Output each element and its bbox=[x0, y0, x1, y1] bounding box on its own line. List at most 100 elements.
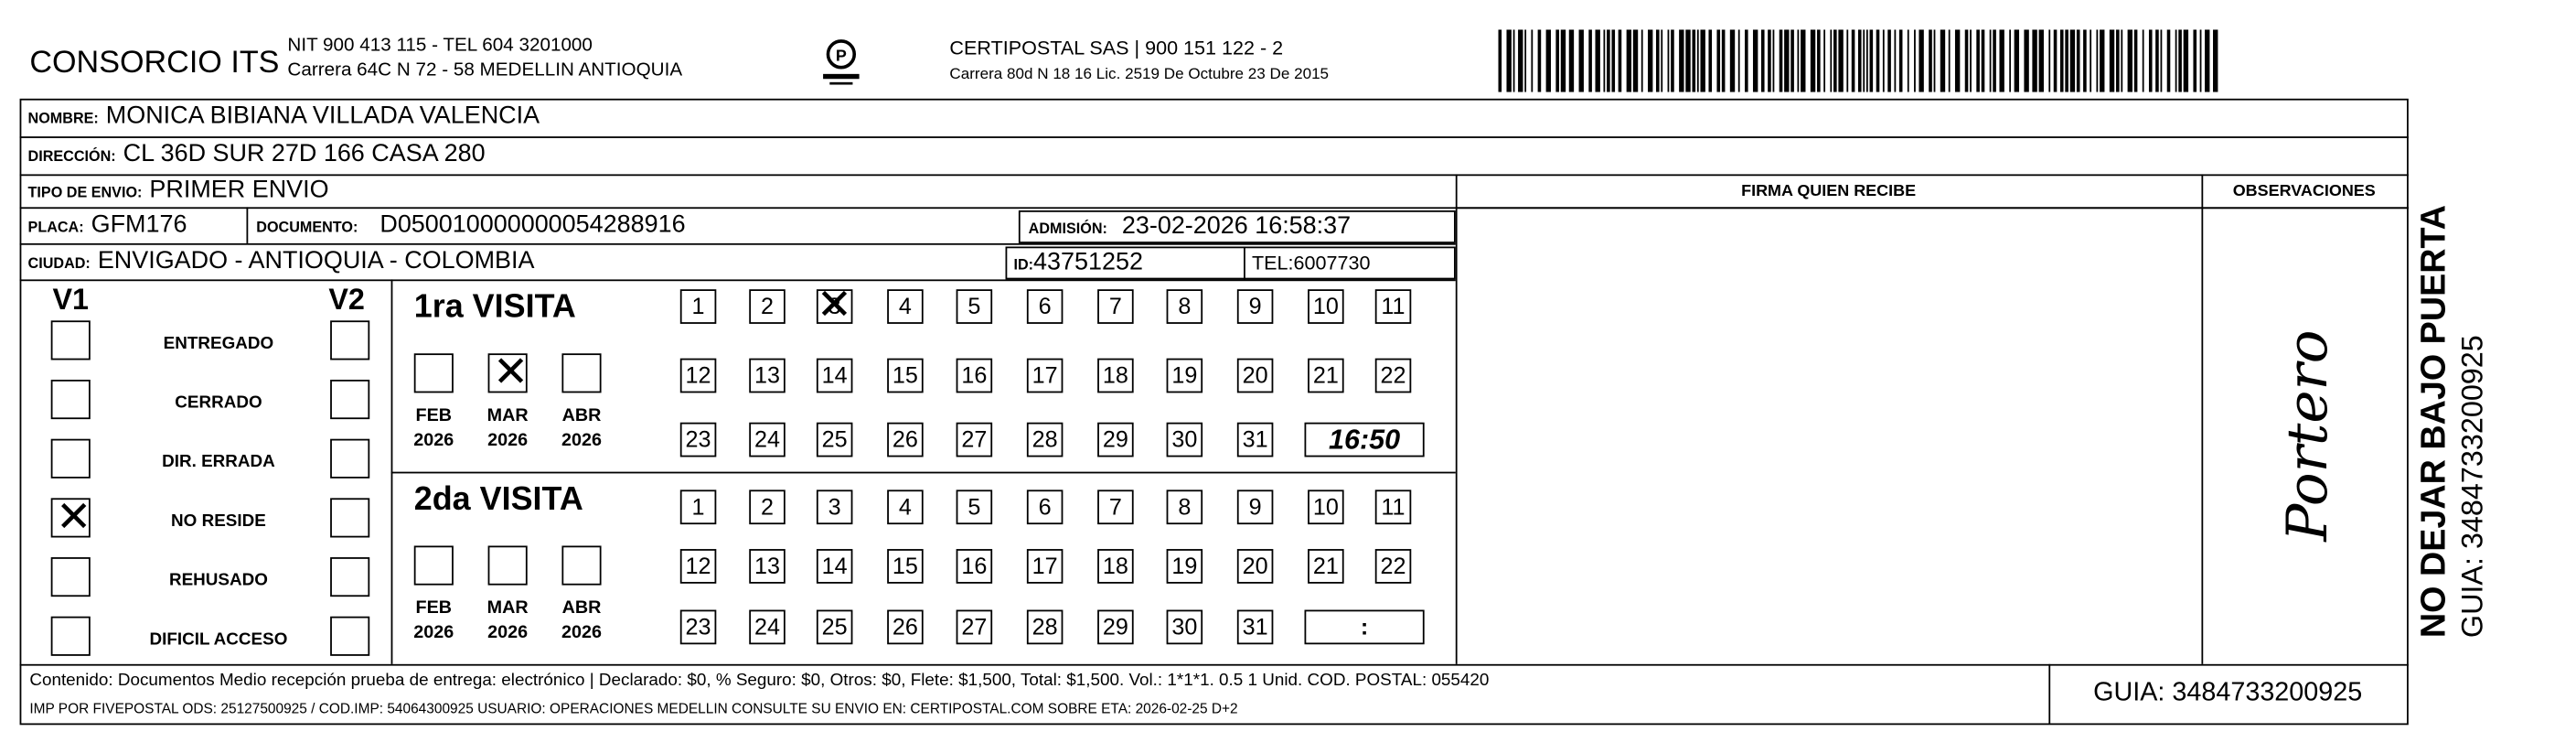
day-box[interactable]: 9 bbox=[1236, 289, 1274, 324]
day-box[interactable]: 21 bbox=[1308, 358, 1344, 393]
day-box[interactable]: 7 bbox=[1097, 289, 1134, 324]
day-box[interactable]: 20 bbox=[1236, 358, 1274, 393]
day-box[interactable]: 20 bbox=[1236, 549, 1274, 584]
v2-checkbox[interactable] bbox=[330, 616, 370, 656]
month-checkbox[interactable] bbox=[413, 353, 454, 393]
day-box[interactable]: 14 bbox=[816, 358, 853, 393]
footer-imp: IMP POR FIVEPOSTAL ODS: 25127500925 / CO… bbox=[29, 700, 1238, 717]
v2-checkbox[interactable] bbox=[330, 498, 370, 538]
month-label: MAR bbox=[486, 597, 529, 619]
day-box[interactable]: 5 bbox=[956, 489, 993, 525]
time-box[interactable]: : bbox=[1304, 609, 1425, 645]
day-box[interactable]: 22 bbox=[1374, 358, 1412, 393]
day-box[interactable]: 23 bbox=[679, 609, 717, 645]
v2-checkbox[interactable] bbox=[330, 557, 370, 597]
month-checkbox[interactable] bbox=[561, 545, 602, 586]
day-box[interactable]: 19 bbox=[1166, 549, 1203, 584]
day-box[interactable]: 6 bbox=[1026, 489, 1064, 525]
day-box[interactable]: 12 bbox=[679, 549, 717, 584]
day-box[interactable]: 18 bbox=[1097, 358, 1134, 393]
v1-checkbox[interactable] bbox=[50, 320, 91, 360]
day-box[interactable]: 10 bbox=[1308, 289, 1344, 324]
day-box[interactable]: 14 bbox=[816, 549, 853, 584]
day-box[interactable]: 19 bbox=[1166, 358, 1203, 393]
v1-checkbox[interactable] bbox=[50, 438, 91, 479]
tipo-envio-field: TIPO DE ENVIO: PRIMER ENVIO bbox=[27, 176, 329, 204]
v2-checkbox[interactable] bbox=[330, 438, 370, 479]
day-box[interactable]: 26 bbox=[887, 422, 924, 457]
month-checkbox[interactable] bbox=[413, 545, 454, 586]
day-box[interactable]: 13 bbox=[749, 549, 786, 584]
visit-title: 1ra VISITA bbox=[413, 289, 576, 326]
day-box[interactable]: 26 bbox=[887, 609, 924, 645]
month-label: FEB bbox=[415, 597, 453, 619]
day-box[interactable]: 31 bbox=[1236, 422, 1274, 457]
day-box[interactable]: 15 bbox=[887, 549, 924, 584]
day-box[interactable]: 16 bbox=[956, 358, 993, 393]
day-box[interactable]: 15 bbox=[887, 358, 924, 393]
day-box[interactable]: 30 bbox=[1166, 422, 1203, 457]
day-box[interactable]: 4 bbox=[887, 489, 924, 525]
observaciones-handwritten: Portero bbox=[2275, 329, 2342, 542]
day-box[interactable]: 11 bbox=[1374, 489, 1412, 525]
day-box[interactable]: 4 bbox=[887, 289, 924, 324]
day-box[interactable]: 1 bbox=[679, 489, 717, 525]
check-mark-icon: ✕ bbox=[816, 281, 853, 331]
day-box[interactable]: 2 bbox=[749, 489, 786, 525]
day-box[interactable]: 17 bbox=[1026, 549, 1064, 584]
day-box[interactable]: 31 bbox=[1236, 609, 1274, 645]
month-label: FEB bbox=[415, 405, 453, 426]
day-box[interactable]: 12 bbox=[679, 358, 717, 393]
carrier-line2: Carrera 80d N 18 16 Lic. 2519 De Octubre… bbox=[949, 65, 1330, 84]
day-box[interactable]: 5 bbox=[956, 289, 993, 324]
day-box[interactable]: 11 bbox=[1374, 289, 1412, 324]
time-box[interactable]: 16:50 bbox=[1304, 422, 1425, 457]
day-box[interactable]: 24 bbox=[749, 609, 786, 645]
v2-label: V2 bbox=[328, 283, 365, 316]
day-box[interactable]: 13 bbox=[749, 358, 786, 393]
day-box[interactable]: 3 bbox=[816, 489, 853, 525]
day-box[interactable]: 8 bbox=[1166, 489, 1203, 525]
observaciones-header: OBSERVACIONES bbox=[2232, 182, 2376, 201]
v2-checkbox[interactable] bbox=[330, 320, 370, 360]
day-box[interactable]: 22 bbox=[1374, 549, 1412, 584]
day-box[interactable]: 28 bbox=[1026, 422, 1064, 457]
month-checkbox[interactable] bbox=[487, 545, 528, 586]
day-box[interactable]: 23 bbox=[679, 422, 717, 457]
day-box[interactable]: 25 bbox=[816, 609, 853, 645]
month-label: MAR bbox=[486, 405, 529, 426]
day-box[interactable]: 25 bbox=[816, 422, 853, 457]
day-box[interactable]: 30 bbox=[1166, 609, 1203, 645]
day-box[interactable]: 7 bbox=[1097, 489, 1134, 525]
month-checkbox[interactable]: ✕ bbox=[487, 351, 529, 394]
day-box[interactable]: 1 bbox=[679, 289, 717, 324]
year-label: 2026 bbox=[413, 622, 454, 643]
month-checkbox[interactable] bbox=[561, 353, 602, 393]
firma-header: FIRMA QUIEN RECIBE bbox=[1741, 182, 1917, 201]
day-box[interactable]: 16 bbox=[956, 549, 993, 584]
month-label: ABR bbox=[561, 405, 602, 426]
day-box[interactable]: 21 bbox=[1308, 549, 1344, 584]
v1-checkbox[interactable] bbox=[50, 380, 91, 420]
side-text: NO DEJAR BAJO PUERTA GUIA: 3484733200925 bbox=[2415, 112, 2491, 638]
day-box[interactable]: 27 bbox=[956, 422, 993, 457]
day-box[interactable]: 17 bbox=[1026, 358, 1064, 393]
day-box[interactable]: 29 bbox=[1097, 609, 1134, 645]
day-box[interactable]: 29 bbox=[1097, 422, 1134, 457]
v1-checkbox[interactable] bbox=[50, 557, 91, 597]
v1-checkbox[interactable] bbox=[50, 616, 91, 656]
day-box[interactable]: 9 bbox=[1236, 489, 1274, 525]
day-box[interactable]: 10 bbox=[1308, 489, 1344, 525]
day-box[interactable]: 2 bbox=[749, 289, 786, 324]
day-box[interactable]: 6 bbox=[1026, 289, 1064, 324]
day-box[interactable]: 24 bbox=[749, 422, 786, 457]
day-box[interactable]: 3 ✕ bbox=[816, 281, 853, 331]
v2-checkbox[interactable] bbox=[330, 380, 370, 420]
day-box[interactable]: 27 bbox=[956, 609, 993, 645]
admision-field: ADMISIÓN: 23-02-2026 16:58:37 bbox=[1028, 211, 1352, 241]
day-box[interactable]: 18 bbox=[1097, 549, 1134, 584]
day-box[interactable]: 28 bbox=[1026, 609, 1064, 645]
day-box[interactable]: 8 bbox=[1166, 289, 1203, 324]
v1-checkbox[interactable]: ✕ bbox=[50, 497, 91, 539]
